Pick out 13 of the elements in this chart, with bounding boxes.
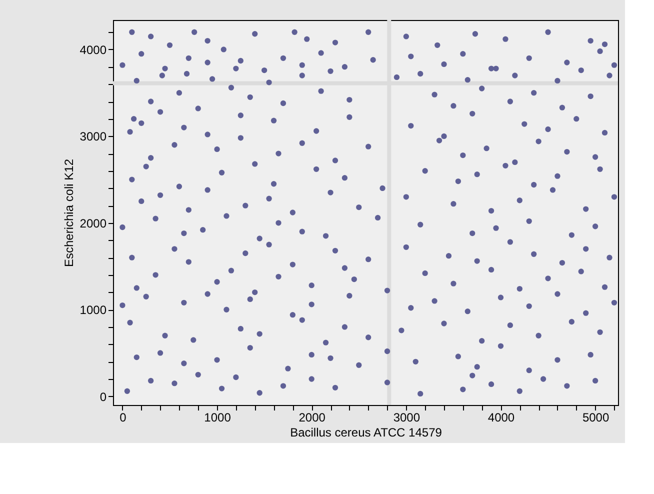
y-tick-label: 3000 — [80, 130, 107, 144]
x-tick-label: 4000 — [488, 410, 515, 424]
y-tick-label: 4000 — [80, 42, 107, 57]
x-tick-label: 3000 — [393, 410, 420, 424]
y-tick-label: 1000 — [80, 303, 107, 318]
y-tick-label: 0 — [100, 390, 107, 404]
x-tick-label: 1000 — [204, 410, 232, 424]
y-axis-title: Escherichia coli K12 — [62, 158, 76, 268]
x-axis-title: Bacillus cereus ATCC 14579 — [290, 426, 442, 440]
x-tick-label: 2000 — [298, 410, 326, 424]
x-tick-label: 5000 — [582, 410, 610, 424]
x-tick-label: 0 — [120, 410, 127, 424]
y-tick-label: 2000 — [80, 216, 107, 230]
